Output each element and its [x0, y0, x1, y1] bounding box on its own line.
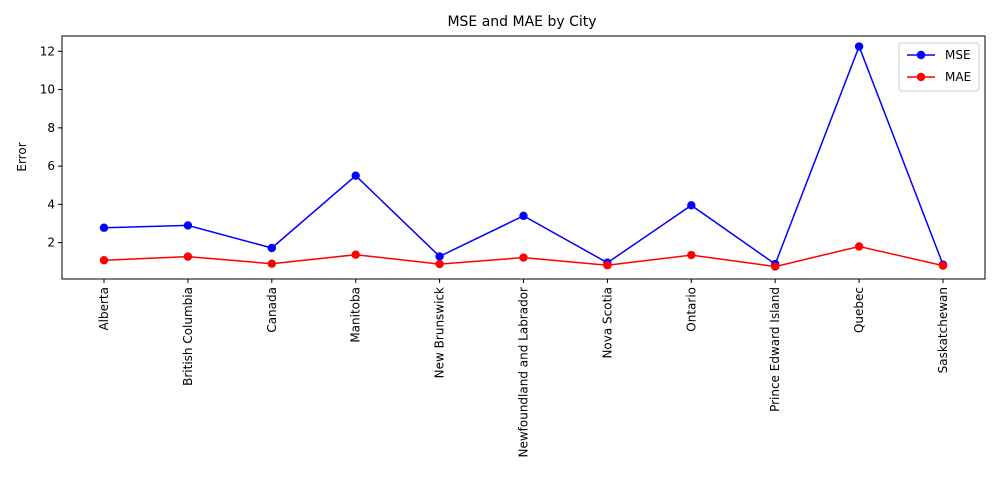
data-point-mse: [99, 223, 109, 232]
legend-marker-mae: [916, 72, 926, 82]
x-tick-label: Alberta: [97, 287, 111, 331]
data-point-mae: [687, 250, 696, 260]
x-tick-label: Nova Scotia: [600, 287, 614, 359]
legend: MSE MAE: [898, 42, 980, 92]
x-tick-label: Quebec: [852, 287, 866, 333]
y-tick-label: 12: [40, 44, 55, 58]
data-point-mae: [519, 253, 528, 262]
data-point-mae: [183, 252, 193, 261]
axes-frame: [61, 35, 986, 280]
legend-marker-mse: [916, 50, 926, 60]
y-tick-label: 10: [40, 83, 55, 97]
y-tick-label: 4: [47, 197, 55, 211]
data-point-mse: [351, 171, 360, 180]
legend-label-mse: MSE: [945, 48, 971, 62]
data-point-mse: [435, 252, 444, 261]
series-line-mse: [103, 44, 944, 266]
data-point-mse: [519, 211, 528, 221]
data-point-mae: [435, 259, 444, 269]
x-tick-label: New Brunswick: [433, 287, 447, 378]
data-point-mae: [771, 262, 780, 271]
y-axis-label: Error: [15, 142, 29, 171]
y-tick-label: 8: [47, 121, 55, 135]
x-tick-label: Canada: [265, 287, 279, 333]
x-tick-label: Saskatchewan: [936, 287, 950, 373]
data-point-mae: [854, 242, 864, 251]
data-point-mae: [99, 256, 109, 265]
data-point-mae: [267, 259, 276, 268]
legend-label-mae: MAE: [945, 70, 971, 84]
data-point-mae: [603, 261, 612, 270]
data-point-mse: [687, 201, 696, 210]
y-tick-label: 6: [47, 159, 55, 173]
x-tick-label: Manitoba: [349, 287, 363, 343]
x-tick-label: Prince Edward Island: [768, 287, 782, 412]
data-point-mae: [938, 261, 948, 270]
chart-title: MSE and MAE by City: [447, 14, 596, 30]
plot-area: 2 4 6 8 10 12 Alberta British Columbia Canada Man…: [40, 35, 986, 458]
data-point-mse: [267, 243, 276, 253]
y-tick-label: 2: [47, 236, 55, 250]
x-tick-label: Ontario: [684, 287, 698, 332]
data-point-mse: [183, 221, 193, 230]
x-tick-label: Newfoundland and Labrador: [517, 287, 531, 458]
x-tick-label: British Columbia: [181, 287, 195, 386]
data-point-mse: [854, 42, 864, 51]
data-point-mae: [351, 250, 360, 259]
